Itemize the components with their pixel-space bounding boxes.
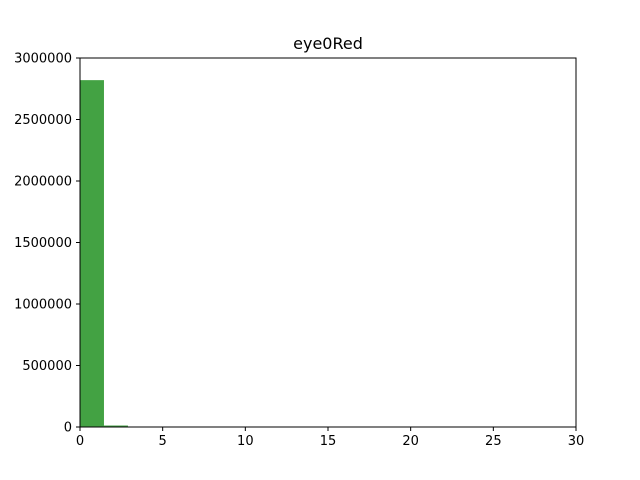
x-tick-label: 30 <box>568 434 585 449</box>
x-axis-ticks: 0 5 10 15 20 25 30 <box>76 427 584 449</box>
y-axis-ticks: 0 500000 1000000 1500000 2000000 2500000 30000… <box>14 52 80 436</box>
x-tick-label: 10 <box>237 434 254 449</box>
x-tick-label: 25 <box>485 434 502 449</box>
x-tick-label: 15 <box>320 434 337 449</box>
plot-area <box>80 58 576 427</box>
y-tick-label: 1500000 <box>14 236 72 251</box>
y-tick-label: 2000000 <box>14 175 72 190</box>
y-tick-label: 500000 <box>22 359 72 374</box>
y-tick-label: 1000000 <box>14 298 72 313</box>
x-tick-label: 20 <box>402 434 419 449</box>
x-tick-label: 5 <box>159 434 167 449</box>
y-tick-label: 0 <box>64 421 72 436</box>
chart-title: eye0Red <box>293 34 363 53</box>
y-tick-label: 3000000 <box>14 52 72 67</box>
x-tick-label: 0 <box>76 434 84 449</box>
plot-frame <box>79 57 577 428</box>
histogram-bar <box>80 80 104 427</box>
histogram-bar <box>103 425 128 427</box>
y-tick-label: 2500000 <box>14 113 72 128</box>
